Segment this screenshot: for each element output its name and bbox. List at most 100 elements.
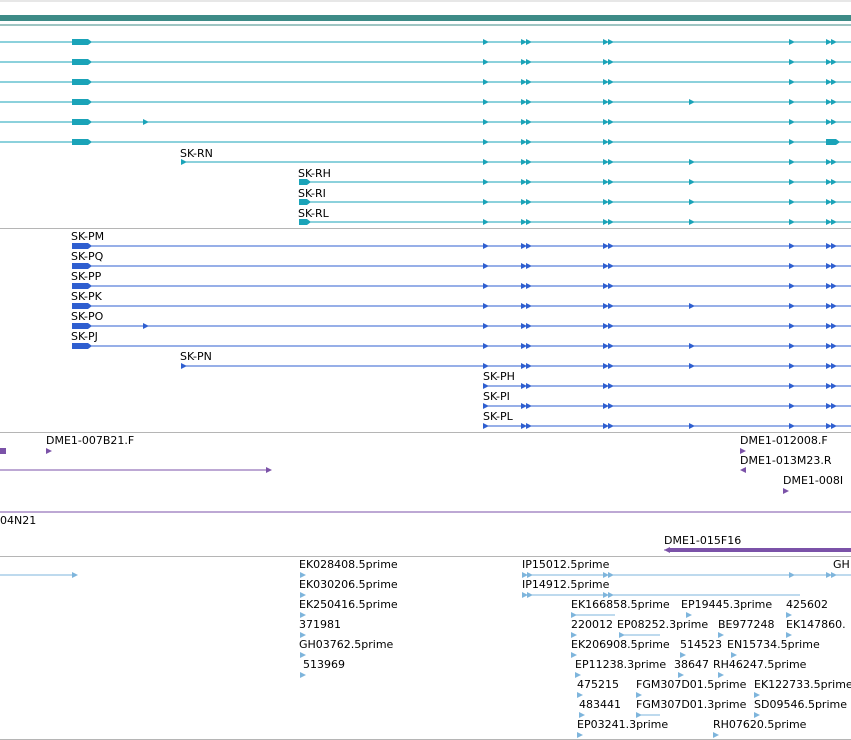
feature-exon-glyph [826, 572, 832, 578]
feature-exon-glyph [831, 119, 837, 125]
feature-label[interactable]: DME1-008I [783, 474, 843, 487]
feature-label[interactable]: 220012 [571, 618, 613, 631]
feature-exon-glyph [483, 79, 489, 85]
feature-label[interactable]: 513969 [303, 658, 345, 671]
feature-exon-glyph [143, 119, 149, 125]
feature-exon-glyph [46, 448, 52, 454]
feature-exon-glyph [826, 99, 832, 105]
feature-label[interactable]: EK028408.5prime [299, 558, 398, 571]
scale-bar [0, 15, 851, 21]
feature-exon-block [299, 219, 311, 225]
feature-label[interactable]: SK-PI [483, 390, 510, 403]
feature-exon-glyph [789, 323, 795, 329]
feature-exon-glyph [603, 199, 609, 205]
feature-label[interactable]: RH07620.5prime [713, 718, 807, 731]
feature-label[interactable]: 483441 [579, 698, 621, 711]
feature-label[interactable]: EP03241.3prime [577, 718, 668, 731]
feature-label[interactable]: BE977248 [718, 618, 775, 631]
feature-exon-glyph [521, 403, 527, 409]
feature-exon-block [72, 343, 92, 349]
feature-label[interactable]: IP15012.5prime [522, 558, 610, 571]
feature-label[interactable]: FGM307D01.5prime [636, 678, 747, 691]
feature-exon-glyph [603, 363, 609, 369]
feature-exon-glyph [608, 59, 614, 65]
feature-label[interactable]: SK-PJ [71, 330, 98, 343]
feature-exon-glyph [826, 219, 832, 225]
feature-exon-glyph [603, 323, 609, 329]
feature-label[interactable]: FGM307D01.3prime [636, 698, 747, 711]
feature-exon-glyph [783, 488, 789, 494]
feature-exon-glyph [826, 79, 832, 85]
feature-label[interactable]: IP14912.5prime [522, 578, 610, 591]
feature-label[interactable]: 04N21 [0, 514, 36, 527]
feature-exon-glyph [608, 39, 614, 45]
feature-exon-glyph [680, 652, 686, 658]
feature-exon-glyph [526, 363, 532, 369]
feature-exon-glyph [786, 632, 792, 638]
feature-label[interactable]: SK-RL [298, 207, 330, 220]
feature-exon-glyph [483, 243, 489, 249]
transcript-track-teal [0, 39, 851, 225]
feature-label[interactable]: SK-RN [180, 147, 213, 160]
feature-label[interactable]: EK147860. [786, 618, 846, 631]
feature-label[interactable]: EP11238.3prime [575, 658, 666, 671]
feature-label[interactable]: DME1-012008.F [740, 434, 828, 447]
feature-exon-glyph [575, 672, 581, 678]
feature-label[interactable]: DME1-013M23.R [740, 454, 832, 467]
feature-exon-glyph [826, 283, 832, 289]
feature-exon-glyph [831, 159, 837, 165]
feature-label[interactable]: EK166858.5prime [571, 598, 670, 611]
feature-exon-glyph [521, 363, 527, 369]
feature-exon-glyph [789, 219, 795, 225]
feature-exon-glyph [689, 303, 695, 309]
feature-label[interactable]: 425602 [786, 598, 828, 611]
feature-label[interactable]: SK-PH [483, 370, 515, 383]
feature-exon-glyph [678, 672, 684, 678]
feature-exon-glyph [521, 59, 527, 65]
feature-label[interactable]: EK122733.5prime [754, 678, 851, 691]
feature-exon-glyph [603, 179, 609, 185]
feature-label[interactable]: EK206908.5prime [571, 638, 670, 651]
feature-label[interactable]: EP08252.3prime [617, 618, 708, 631]
feature-exon-glyph [571, 652, 577, 658]
feature-exon-glyph [826, 199, 832, 205]
feature-label[interactable]: SK-PO [71, 310, 104, 323]
feature-label[interactable]: 475215 [577, 678, 619, 691]
feature-label[interactable]: SK-PK [71, 290, 103, 303]
feature-exon-glyph [483, 323, 489, 329]
feature-exon-glyph [603, 263, 609, 269]
feature-label[interactable]: 514523 [680, 638, 722, 651]
feature-label[interactable]: EK030206.5prime [299, 578, 398, 591]
feature-exon-glyph [831, 79, 837, 85]
feature-exon-glyph [526, 283, 532, 289]
feature-label[interactable]: SK-PM [71, 230, 104, 243]
feature-exon-glyph [527, 592, 533, 598]
feature-label[interactable]: EP19445.3prime [681, 598, 772, 611]
feature-label[interactable]: SK-PP [71, 270, 102, 283]
feature-label[interactable]: DME1-015F16 [664, 534, 741, 547]
feature-exon-glyph [789, 159, 795, 165]
feature-exon-glyph [718, 672, 724, 678]
feature-exon-glyph [526, 263, 532, 269]
feature-exon-glyph [831, 343, 837, 349]
feature-label[interactable]: GH03762.5prime [299, 638, 394, 651]
feature-exon-glyph [483, 283, 489, 289]
feature-label[interactable]: EK250416.5prime [299, 598, 398, 611]
feature-label[interactable]: RH46247.5prime [713, 658, 807, 671]
feature-exon-glyph [483, 39, 489, 45]
feature-label[interactable]: SK-PQ [71, 250, 104, 263]
feature-label[interactable]: DME1-007B21.F [46, 434, 134, 447]
feature-label[interactable]: SK-RH [298, 167, 331, 180]
feature-label[interactable]: SK-RI [298, 187, 326, 200]
feature-label[interactable]: SD09546.5prime [754, 698, 847, 711]
feature-exon-glyph [266, 467, 272, 473]
feature-exon-glyph [483, 303, 489, 309]
feature-exon-block [299, 179, 311, 185]
feature-label[interactable]: 371981 [299, 618, 341, 631]
feature-label[interactable]: EN15734.5prime [727, 638, 820, 651]
feature-label[interactable]: 38647 [674, 658, 709, 671]
feature-exon-glyph [608, 323, 614, 329]
feature-label[interactable]: GH [833, 558, 850, 571]
feature-label[interactable]: SK-PL [483, 410, 514, 423]
feature-label[interactable]: SK-PN [180, 350, 212, 363]
